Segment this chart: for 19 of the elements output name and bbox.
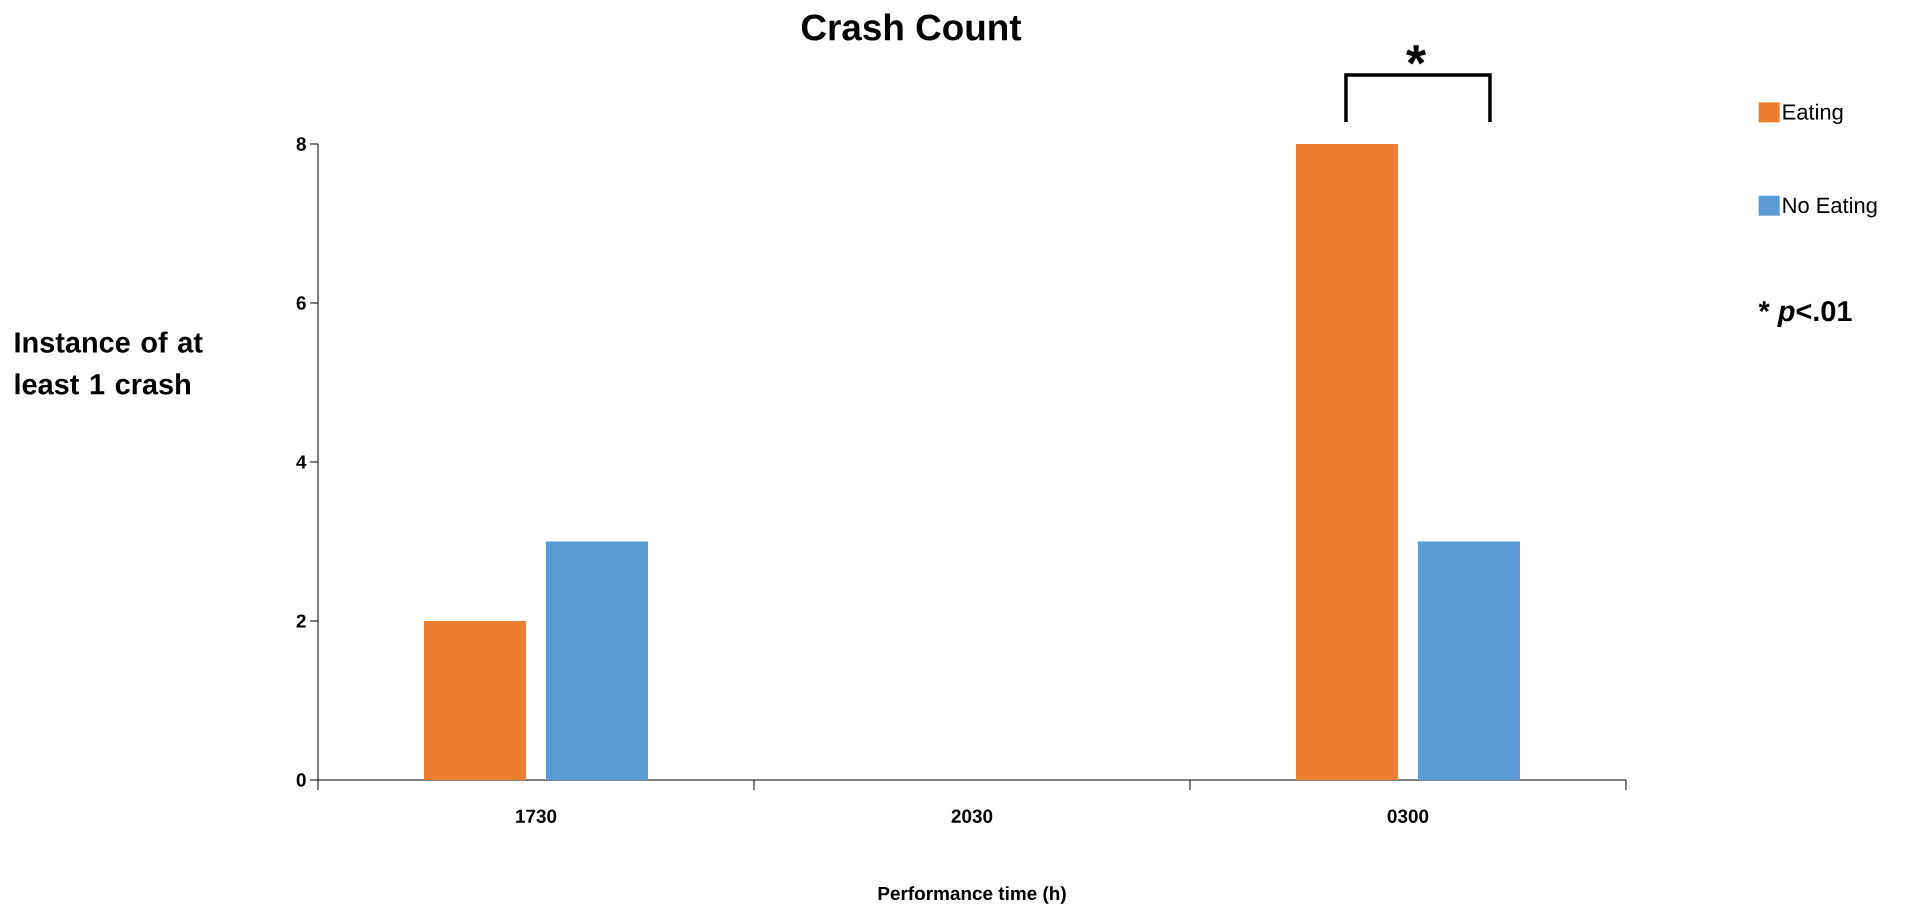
bar xyxy=(546,541,648,780)
x-tick-label: 0300 xyxy=(1387,809,1429,823)
text: *p<.01 xyxy=(1758,300,1852,328)
y-tick-label: 6 xyxy=(296,296,306,310)
text: * xyxy=(1406,45,1427,65)
bar xyxy=(1295,144,1398,780)
legend-label: Eating xyxy=(1783,103,1843,125)
bar xyxy=(424,621,526,780)
x-axis-title: Performance time (h) xyxy=(878,886,1066,904)
y-axis-title: Instance of at least 1 crash xyxy=(15,331,203,395)
chart-title: Crash Count xyxy=(801,13,1022,41)
legend-label: No Eating xyxy=(1783,197,1877,218)
y-tick-label: 4 xyxy=(296,455,307,469)
x-tick-label: 1730 xyxy=(516,809,557,823)
y-tick-label: 0 xyxy=(296,773,306,787)
y-tick-label: 8 xyxy=(296,137,306,151)
bar xyxy=(1417,541,1520,780)
y-tick-label: 2 xyxy=(296,614,306,628)
x-tick-label: 2030 xyxy=(951,809,993,823)
